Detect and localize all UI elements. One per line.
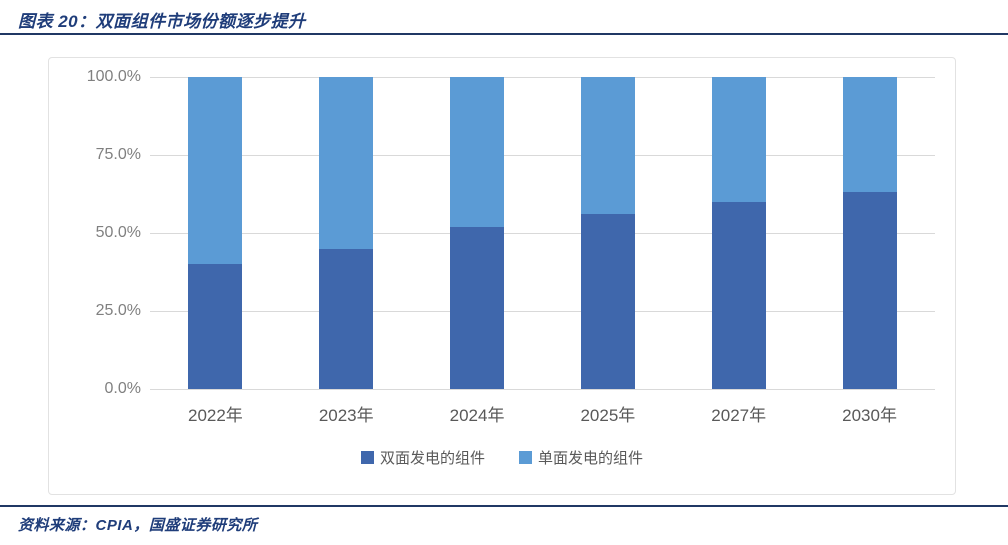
bar-group-2027年: [711, 77, 766, 389]
x-axis-category-label: 2022年: [187, 406, 243, 425]
bar-segment-series-1: [711, 77, 766, 202]
gridline: [150, 233, 935, 234]
bar-segment-series-1: [580, 77, 635, 215]
x-axis-category-label: 2024年: [449, 406, 505, 425]
legend-label: 双面发电的组件: [379, 450, 485, 467]
legend-item-0: 双面发电的组件: [360, 447, 485, 468]
x-axis: 2022年 2023年 2024年 2025年 2027年 2030年: [150, 401, 935, 426]
x-axis-category-label: 2025年: [580, 406, 636, 425]
bar-group-2024年: [450, 77, 505, 389]
y-axis-tick-label: 100.0%: [86, 68, 141, 85]
legend: 双面发电的组件 单面发电的组件: [49, 447, 955, 468]
bar-segment-series-0: [188, 264, 243, 389]
x-axis-category-label: 2030年: [842, 406, 897, 425]
legend-swatch-icon: [360, 451, 374, 464]
gridline: [150, 77, 935, 78]
y-axis-tick-label: 25.0%: [95, 302, 141, 319]
y-axis-tick-label: 0.0%: [104, 380, 141, 397]
bar-segment-series-1: [188, 77, 243, 265]
bar-segment-series-0: [580, 214, 635, 389]
source-text: 资料来源：CPIA，国盛证券研究所: [18, 517, 258, 534]
legend-item-1: 单面发电的组件: [519, 447, 643, 468]
bar-segment-series-1: [450, 77, 505, 227]
gridline: [150, 155, 935, 156]
y-axis-tick-label: 50.0%: [95, 224, 141, 241]
x-axis-category-label: 2027年: [711, 406, 767, 425]
bar-segment-series-0: [450, 226, 505, 389]
bar-segment-series-0: [711, 201, 766, 389]
bar-segment-series-1: [319, 77, 374, 249]
legend-swatch-icon: [519, 451, 532, 464]
title-divider-line: [0, 33, 1008, 35]
source-divider-line: [0, 505, 1008, 507]
bar-group-2022年: [188, 77, 243, 389]
plot-area: [150, 77, 935, 390]
x-axis-category-label: 2023年: [318, 406, 374, 425]
bar-segment-series-1: [842, 77, 897, 193]
figure-title: 图表 20：双面组件市场份额逐步提升: [18, 12, 306, 31]
bars-row: [150, 77, 935, 389]
bar-segment-series-0: [319, 248, 374, 389]
gridline: [150, 311, 935, 312]
bar-group-2030年: [842, 77, 897, 389]
bar-group-2023年: [319, 77, 374, 389]
chart-box: 100.0% 75.0% 50.0% 25.0% 0.0% 2022年 2023年 2024…: [48, 57, 956, 495]
legend-label: 单面发电的组件: [538, 450, 644, 467]
bar-segment-series-0: [842, 192, 897, 389]
y-axis-tick-label: 75.0%: [95, 146, 141, 163]
gridline: [150, 389, 935, 390]
bar-group-2025年: [580, 77, 635, 389]
